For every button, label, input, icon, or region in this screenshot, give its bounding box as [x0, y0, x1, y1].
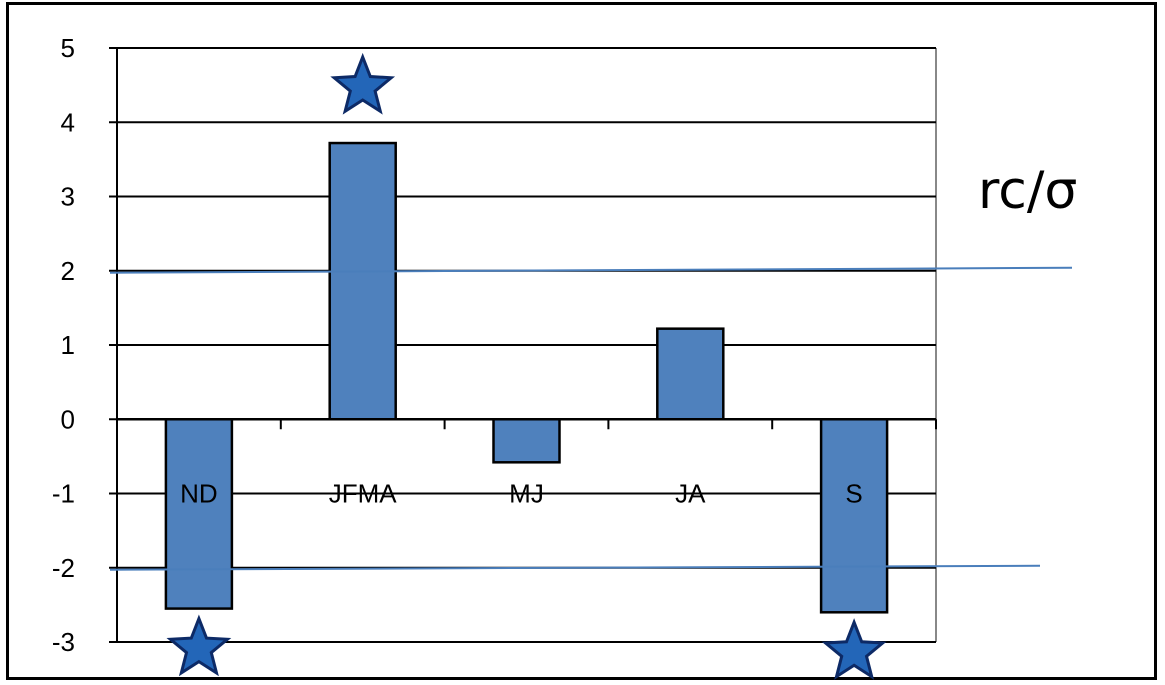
axis-layer: 5 4 3 2 1 0 -1 -2 -3: [52, 33, 937, 657]
ytick-label: -3: [52, 627, 75, 657]
bar-MJ: [492, 418, 561, 464]
ytick-label: 1: [61, 330, 75, 360]
category-label-MJ: MJ: [509, 479, 544, 509]
category-labels: ND JFMA MJ JA S: [180, 479, 863, 509]
category-label-S: S: [845, 479, 862, 509]
grid-layer: [117, 47, 937, 643]
bar-JA: [656, 327, 725, 421]
threshold-line-upper: [109, 266, 1073, 274]
category-label-JFMA: JFMA: [329, 479, 398, 509]
star-icon-S: [821, 618, 887, 680]
category-label-JA: JA: [675, 479, 706, 509]
threshold-lines: [109, 266, 1073, 571]
ytick-label: 2: [61, 256, 75, 286]
star-icon-ND: [166, 614, 232, 677]
bars-layer: [164, 141, 889, 614]
bar-JFMA: [328, 141, 397, 421]
star-markers: [166, 52, 887, 680]
side-label: rc/σ: [978, 161, 1077, 221]
threshold-line-lower: [109, 564, 1041, 571]
category-label-ND: ND: [180, 479, 218, 509]
ytick-label: 0: [61, 404, 75, 434]
star-icon-JFMA: [330, 52, 396, 115]
bar-ND: [164, 418, 234, 610]
ytick-label: 4: [61, 107, 75, 137]
bar-S: [819, 418, 889, 614]
ytick-label: 5: [61, 33, 75, 63]
ytick-label: 3: [61, 182, 75, 212]
ytick-label: -1: [52, 479, 75, 509]
ytick-label: -2: [52, 553, 75, 583]
